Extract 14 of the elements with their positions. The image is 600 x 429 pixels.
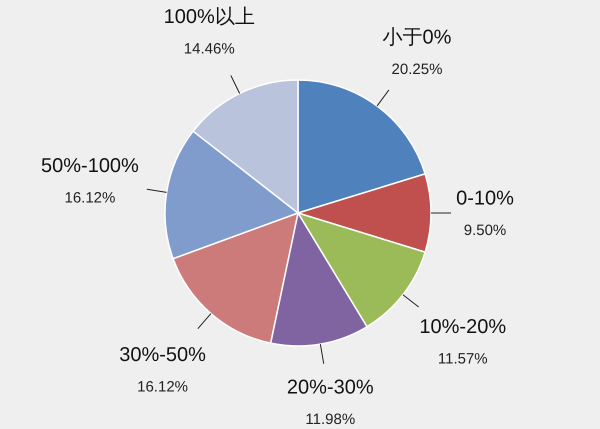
slice-label: 100%以上	[164, 6, 255, 28]
slice-label: 小于0%	[382, 26, 452, 48]
slice-label: 50%-100%	[41, 154, 140, 177]
data-label: 16.12%	[137, 378, 188, 396]
data-label: 20.25%	[392, 60, 442, 78]
slice-label: 0-10%	[456, 188, 514, 210]
slice-label: 10%-20%	[419, 316, 506, 338]
data-label: 11.98%	[305, 411, 356, 428]
data-label: 9.50%	[464, 222, 506, 239]
slice-label: 30%-50%	[119, 344, 206, 366]
data-label: 11.57%	[438, 350, 488, 368]
data-label: 14.46%	[184, 40, 235, 58]
slice-label: 20%-30%	[286, 376, 374, 399]
data-label: 16.12%	[64, 189, 116, 206]
